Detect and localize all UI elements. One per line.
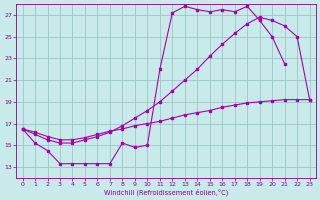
X-axis label: Windchill (Refroidissement éolien,°C): Windchill (Refroidissement éolien,°C) (104, 188, 228, 196)
